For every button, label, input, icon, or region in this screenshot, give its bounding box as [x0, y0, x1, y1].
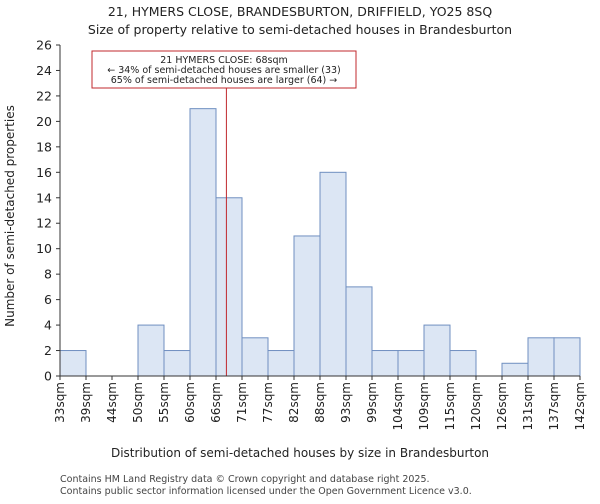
histogram-bar: [501, 362, 529, 377]
x-tick-label: 109sqm: [417, 382, 431, 430]
y-tick-label: 4: [44, 318, 52, 333]
y-tick-label: 14: [36, 190, 52, 205]
x-tick-label: 142sqm: [573, 382, 587, 430]
histogram-bar: [527, 337, 555, 377]
histogram-bar: [397, 350, 425, 377]
x-tick-label: 126sqm: [495, 382, 509, 430]
footer-line-1: Contains HM Land Registry data © Crown c…: [60, 474, 430, 485]
y-tick-label: 2: [44, 343, 52, 358]
x-tick-label: 66sqm: [209, 382, 223, 423]
y-axis-label: Number of semi-detached properties: [3, 105, 17, 327]
y-tick-label: 18: [36, 139, 52, 154]
histogram-bar: [423, 324, 451, 377]
histogram-bar: [319, 171, 347, 377]
y-tick-label: 8: [44, 267, 52, 282]
x-axis-ticks: 33sqm 39sqm 44sqm 50sqm 55sqm 60sqm 66sqm 71sqm…: [53, 376, 587, 430]
y-tick-label: 10: [36, 241, 52, 256]
x-tick-label: 137sqm: [547, 382, 561, 430]
x-tick-label: 131sqm: [521, 382, 535, 430]
x-tick-label: 44sqm: [105, 382, 119, 423]
histogram-bar: [215, 197, 243, 377]
histogram-bar: [137, 324, 165, 377]
histogram-bar: [59, 350, 87, 377]
y-tick-label: 24: [36, 63, 52, 78]
histogram-bar: [553, 337, 581, 377]
x-tick-label: 50sqm: [131, 382, 145, 423]
y-tick-label: 22: [36, 88, 52, 103]
annotation-line-3: 65% of semi-detached houses are larger (…: [111, 75, 338, 86]
histogram-bar: [449, 350, 477, 377]
bars: [59, 108, 581, 377]
x-tick-label: 99sqm: [365, 382, 379, 423]
annotation-line-1: 21 HYMERS CLOSE: 68sqm: [160, 55, 288, 66]
histogram-bar: [163, 350, 191, 377]
histogram-bar: [345, 286, 373, 377]
histogram-bar: [267, 350, 295, 377]
x-tick-label: 82sqm: [287, 382, 301, 423]
x-tick-label: 55sqm: [157, 382, 171, 423]
footer-line-2: Contains public sector information licen…: [60, 486, 472, 497]
y-tick-label: 0: [44, 369, 52, 384]
x-tick-label: 104sqm: [391, 382, 405, 430]
annotation-line-2: ← 34% of semi-detached houses are smalle…: [107, 65, 341, 76]
x-tick-label: 71sqm: [235, 382, 249, 423]
x-axis-label: Distribution of semi-detached houses by …: [111, 446, 489, 460]
chart-title: 21, HYMERS CLOSE, BRANDESBURTON, DRIFFIE…: [108, 4, 492, 19]
y-tick-label: 12: [36, 216, 52, 231]
y-tick-label: 20: [36, 114, 52, 129]
x-tick-label: 77sqm: [261, 382, 275, 423]
y-tick-label: 6: [44, 292, 52, 307]
chart-subtitle: Size of property relative to semi-detach…: [88, 22, 512, 37]
y-tick-label: 16: [36, 165, 52, 180]
x-tick-label: 60sqm: [183, 382, 197, 423]
x-tick-label: 33sqm: [53, 382, 67, 423]
histogram-bar: [293, 235, 321, 377]
histogram-bar: [241, 337, 269, 377]
x-tick-label: 115sqm: [443, 382, 457, 430]
x-tick-label: 120sqm: [469, 382, 483, 430]
histogram-bar: [371, 350, 399, 377]
x-tick-label: 39sqm: [79, 382, 93, 423]
y-tick-label: 26: [36, 38, 52, 53]
x-tick-label: 88sqm: [313, 382, 327, 423]
x-tick-label: 93sqm: [339, 382, 353, 423]
annotation-box: [91, 50, 357, 89]
histogram-bar: [189, 108, 217, 377]
